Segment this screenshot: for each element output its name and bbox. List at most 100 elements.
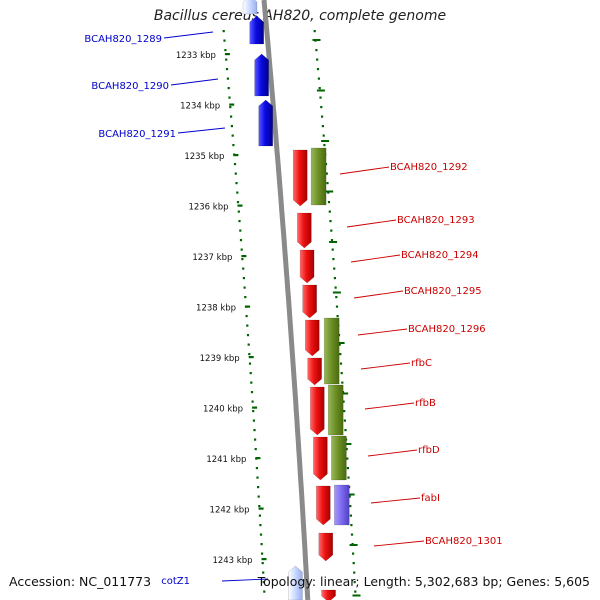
right-track-dot	[339, 362, 343, 365]
left-track-dot	[246, 334, 250, 337]
scale-tick-label: 1237 kbp	[192, 253, 232, 263]
cds-block	[323, 317, 340, 385]
left-track-dot	[223, 39, 226, 42]
gene-arrow-light	[242, 0, 258, 15]
genome-title: Bacillus cereus AH820, complete genome	[153, 8, 447, 24]
right-track-dot	[335, 305, 339, 308]
right-track-dot	[321, 125, 324, 128]
gene-label-reverse: BCAH820_1301	[425, 536, 503, 547]
right-track-dot	[349, 514, 352, 517]
label-leader-line	[373, 540, 425, 547]
left-track-dot	[255, 467, 258, 470]
right-track-dot	[319, 96, 322, 99]
track-dash	[332, 291, 341, 294]
summary-label: Topology: linear; Length: 5,302,683 bp; …	[257, 574, 590, 589]
right-track-dot	[316, 58, 319, 61]
cds-block	[327, 384, 344, 436]
label-leader-line	[367, 449, 418, 457]
right-track-dot	[325, 172, 328, 175]
track-dash	[343, 443, 352, 445]
left-track-dot	[254, 448, 257, 451]
scale-tick-label: 1241 kbp	[206, 455, 246, 465]
right-track-dot	[346, 457, 349, 460]
cds-block	[331, 435, 347, 481]
left-track-dot	[245, 315, 248, 318]
right-track-dot	[328, 210, 331, 213]
right-track-dot	[322, 134, 325, 137]
gene-arrow-reverse	[292, 149, 308, 207]
right-track-dot	[339, 353, 342, 356]
label-leader-line	[163, 31, 214, 39]
gene-arrow-reverse	[310, 386, 325, 436]
right-track-dot	[338, 343, 341, 346]
right-track-dot	[349, 505, 352, 508]
left-track-dot	[262, 581, 265, 584]
left-track-dot	[226, 77, 229, 80]
label-leader-line	[339, 166, 390, 175]
left-track-dot	[242, 267, 245, 270]
left-track-dot	[257, 486, 260, 489]
left-track-dot	[263, 590, 266, 593]
scale-tick-label: 1240 kbp	[203, 405, 243, 415]
left-track-dot	[235, 182, 238, 185]
right-track-dot	[352, 562, 355, 565]
right-track-dot	[352, 552, 355, 555]
gene-arrow-forward	[258, 99, 273, 147]
right-track-dot	[321, 115, 324, 118]
left-track-dot	[243, 286, 246, 289]
gene-label-reverse: rfbC	[411, 358, 432, 369]
left-track-dot	[261, 562, 264, 565]
left-track-dot	[239, 239, 243, 242]
right-track-dot	[350, 533, 354, 536]
left-track-dot	[230, 125, 233, 128]
scale-tick	[258, 507, 264, 510]
label-leader-line	[170, 78, 219, 86]
track-dash	[312, 39, 321, 41]
gene-label-forward: BCAH820_1291	[98, 129, 176, 140]
accession-label: Accession: NC_011773	[9, 574, 152, 589]
left-track-dot	[247, 343, 250, 346]
right-track-dot	[332, 258, 335, 261]
left-track-dot	[225, 58, 228, 61]
left-track-dot	[242, 277, 245, 280]
gene-label-reverse: fabI	[421, 493, 440, 504]
scale-tick	[233, 154, 239, 157]
left-track-dot	[259, 533, 263, 536]
label-leader-line	[177, 127, 226, 134]
left-track-dot	[257, 495, 260, 498]
track-dash	[340, 392, 349, 395]
left-track-dot	[236, 201, 240, 204]
genome-backbone	[261, 0, 311, 600]
right-track-dot	[335, 296, 338, 299]
gene-arrow-reverse	[302, 284, 317, 319]
scale-tick	[229, 103, 235, 106]
right-track-dot	[353, 581, 356, 584]
left-track-dot	[224, 49, 227, 52]
left-track-dot	[232, 144, 235, 147]
right-track-dot	[333, 277, 336, 280]
left-track-dot	[254, 438, 257, 441]
right-track-dot	[354, 590, 357, 593]
right-track-dot	[327, 201, 331, 204]
track-dash	[325, 190, 334, 193]
left-track-dot	[252, 419, 255, 422]
gene-label-reverse: BCAH820_1294	[401, 250, 479, 261]
track-dash	[321, 140, 330, 142]
left-track-dot	[260, 543, 263, 546]
left-track-dot	[246, 324, 249, 327]
left-track-dot	[259, 524, 262, 527]
left-track-dot	[222, 30, 225, 33]
left-track-dot	[249, 372, 252, 375]
left-track-dot	[238, 220, 241, 223]
right-track-dot	[318, 87, 321, 90]
left-track-dot	[230, 115, 233, 118]
label-leader-line	[364, 402, 415, 410]
gene-label-reverse: rfbB	[415, 398, 436, 409]
scale-tick-label: 1233 kbp	[176, 51, 216, 61]
cds-block	[334, 484, 350, 526]
right-track-dot	[336, 315, 339, 318]
right-track-dot	[350, 524, 353, 527]
track-dash	[329, 241, 338, 243]
scale-tick	[248, 356, 254, 359]
